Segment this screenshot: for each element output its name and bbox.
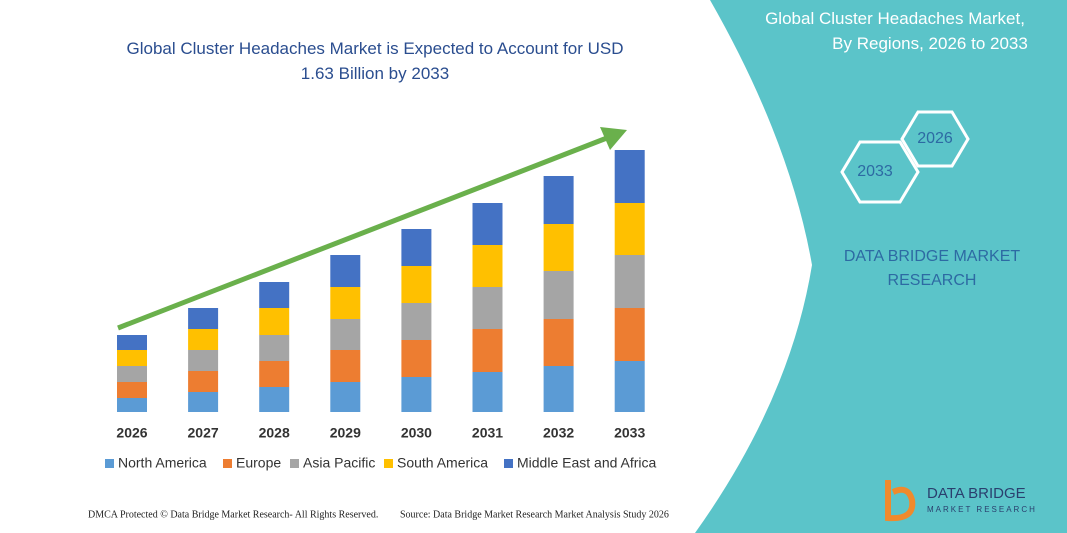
- x-tick-label: 2028: [259, 425, 290, 441]
- bar-segment: [543, 224, 574, 271]
- bar-segment: [614, 361, 645, 412]
- bar-segment: [614, 150, 645, 203]
- chart-title: Global Cluster Headaches Market is Expec…: [126, 39, 623, 83]
- hex-label: 2033: [857, 163, 893, 180]
- bar-segment: [330, 287, 361, 319]
- bar-segment: [472, 245, 503, 287]
- x-tick-label: 2033: [614, 425, 645, 441]
- bar-segment: [614, 255, 645, 308]
- legend-swatch: [504, 459, 513, 468]
- logo-tagline: MARKET RESEARCH: [927, 505, 1037, 514]
- bar-segment: [543, 366, 574, 412]
- x-tick-label: 2027: [188, 425, 219, 441]
- bar-segment: [543, 271, 574, 319]
- x-tick-label: 2029: [330, 425, 361, 441]
- arrow-head: [600, 127, 627, 150]
- bar-segment: [330, 350, 361, 382]
- bar-segment: [472, 329, 503, 372]
- bar-segment: [614, 308, 645, 361]
- bar-segment: [401, 303, 432, 340]
- bar-segment: [117, 350, 147, 366]
- legend-swatch: [290, 459, 299, 468]
- logo-name: DATA BRIDGE: [927, 485, 1026, 502]
- legend-label: Asia Pacific: [303, 455, 375, 471]
- bar-segment: [330, 382, 361, 412]
- x-tick-label: 2031: [472, 425, 503, 441]
- hex-label: 2026: [917, 130, 953, 147]
- bar-segment: [543, 176, 574, 224]
- hexagon: [840, 140, 920, 204]
- legend-swatch: [384, 459, 393, 468]
- panel-title: Global Cluster Headaches Market, By Regio…: [765, 9, 1028, 53]
- x-tick-label: 2032: [543, 425, 574, 441]
- bar-segment: [259, 308, 290, 335]
- bar-segment: [117, 382, 147, 398]
- bar-segment: [472, 203, 503, 245]
- brand-text: DATA BRIDGE MARKET RESEARCH: [844, 248, 1021, 289]
- bar-segment: [188, 350, 219, 371]
- bar-segment: [259, 335, 290, 361]
- bar-segment: [330, 319, 361, 350]
- bar-segment: [401, 340, 432, 377]
- bar-segment: [259, 361, 290, 387]
- legend-label: North America: [118, 455, 207, 471]
- bar-segment: [188, 308, 219, 329]
- brand-line: DATA BRIDGE MARKET: [844, 248, 1021, 265]
- panel-title-line: Global Cluster Headaches Market,: [765, 9, 1025, 28]
- bar-segment: [472, 372, 503, 412]
- legend-swatch: [105, 459, 114, 468]
- bar-segment: [188, 392, 219, 412]
- legend-label: Europe: [236, 455, 281, 471]
- legend-label: Middle East and Africa: [517, 455, 657, 471]
- bar-segment: [401, 377, 432, 412]
- footer-left: DMCA Protected © Data Bridge Market Rese…: [88, 509, 378, 520]
- x-tick-label: 2030: [401, 425, 432, 441]
- legend-swatch: [223, 459, 232, 468]
- side-panel: [695, 0, 1067, 533]
- bar-segment: [472, 287, 503, 329]
- bar-segment: [259, 387, 290, 412]
- brand-line: RESEARCH: [888, 272, 977, 289]
- bar-segment: [188, 329, 219, 350]
- bar-segment: [117, 335, 147, 350]
- x-tick-label: 2026: [116, 425, 147, 441]
- hexagon: [900, 110, 970, 168]
- title-line: 1.63 Billion by 2033: [301, 64, 449, 83]
- bar-segment: [330, 255, 361, 287]
- bar-segment: [188, 371, 219, 392]
- footer-right: Source: Data Bridge Market Research Mark…: [400, 509, 669, 520]
- bar-segment: [543, 319, 574, 366]
- bar-segment: [259, 282, 290, 308]
- logo-icon: [885, 480, 916, 522]
- title-line: Global Cluster Headaches Market is Expec…: [126, 39, 623, 58]
- bar-segment: [117, 366, 147, 382]
- bar-segment: [614, 203, 645, 255]
- legend-label: South America: [397, 455, 488, 471]
- bar-segment: [117, 398, 147, 412]
- bar-segment: [401, 266, 432, 303]
- trend-arrow: [117, 133, 613, 331]
- panel-title-line: By Regions, 2026 to 2033: [832, 34, 1028, 53]
- bar-segment: [401, 229, 432, 266]
